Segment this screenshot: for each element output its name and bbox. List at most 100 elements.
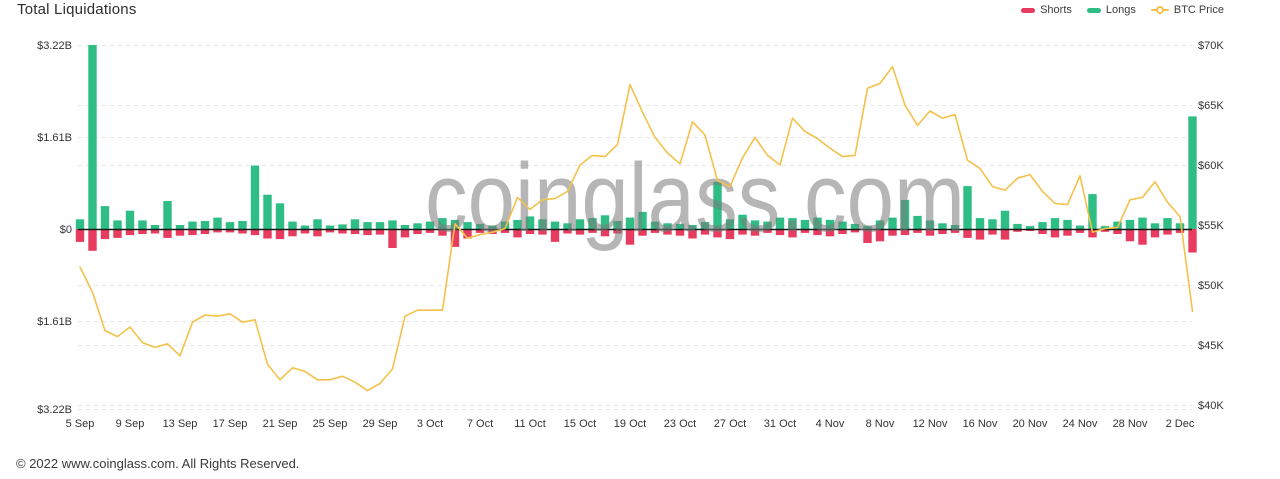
short-bar[interactable] [300, 229, 310, 234]
long-bar[interactable] [225, 222, 235, 229]
long-bar[interactable] [275, 203, 285, 229]
short-bar[interactable] [763, 229, 772, 233]
short-bar[interactable] [738, 229, 747, 235]
long-bar[interactable] [1063, 219, 1072, 229]
long-bar[interactable] [1038, 222, 1047, 229]
short-bar[interactable] [400, 229, 410, 238]
long-bar[interactable] [638, 211, 647, 229]
long-bar[interactable] [1025, 226, 1035, 229]
short-bar[interactable] [1125, 229, 1135, 242]
legend-item-btc-price[interactable]: BTC Price [1150, 4, 1224, 16]
long-bar[interactable] [163, 201, 172, 229]
short-bar[interactable] [313, 229, 322, 237]
short-bar[interactable] [225, 229, 235, 233]
short-bar[interactable] [150, 229, 160, 234]
long-bar[interactable] [675, 223, 685, 229]
short-bar[interactable] [288, 229, 297, 237]
short-bar[interactable] [925, 229, 935, 236]
short-bar[interactable] [113, 229, 122, 238]
short-bar[interactable] [588, 229, 597, 233]
legend-item-longs[interactable]: Longs [1086, 4, 1136, 16]
long-bar[interactable] [1175, 223, 1185, 229]
long-bar[interactable] [300, 225, 310, 229]
short-bar[interactable] [663, 229, 672, 235]
long-bar[interactable] [500, 221, 510, 229]
long-bar[interactable] [488, 225, 497, 229]
long-bar[interactable] [775, 217, 785, 229]
short-bar[interactable] [638, 229, 647, 236]
short-bar[interactable] [700, 229, 710, 235]
long-bar[interactable] [838, 221, 847, 229]
short-bar[interactable] [750, 229, 760, 236]
long-bar[interactable] [888, 217, 897, 229]
short-bar[interactable] [938, 229, 947, 234]
long-bar[interactable] [325, 225, 335, 229]
short-bar[interactable] [1150, 229, 1160, 238]
short-bar[interactable] [463, 229, 472, 239]
long-bar[interactable] [975, 218, 985, 229]
long-bar[interactable] [813, 217, 822, 229]
long-bar[interactable] [738, 214, 747, 229]
long-bar[interactable] [250, 165, 260, 229]
long-bar[interactable] [575, 219, 585, 229]
long-bar[interactable] [413, 223, 422, 229]
long-bar[interactable] [388, 220, 397, 229]
long-bar[interactable] [825, 219, 835, 229]
short-bar[interactable] [563, 229, 572, 234]
short-bar[interactable] [900, 229, 910, 236]
short-bar[interactable] [1050, 229, 1060, 238]
long-bar[interactable] [1000, 210, 1010, 229]
short-bar[interactable] [525, 229, 535, 234]
long-bar[interactable] [950, 225, 960, 229]
long-bar[interactable] [238, 221, 247, 229]
short-bar[interactable] [75, 229, 85, 242]
long-bar[interactable] [75, 219, 85, 229]
short-bar[interactable] [200, 229, 210, 234]
legend-item-shorts[interactable]: Shorts [1021, 4, 1072, 16]
short-bar[interactable] [1075, 229, 1085, 233]
short-bar[interactable] [1113, 229, 1122, 234]
short-bar[interactable] [825, 229, 835, 237]
short-bar[interactable] [688, 229, 697, 239]
long-bar[interactable] [125, 210, 135, 229]
long-bar[interactable] [938, 223, 947, 229]
long-bar[interactable] [150, 225, 160, 229]
long-bar[interactable] [550, 221, 560, 229]
long-bar[interactable] [725, 219, 735, 229]
short-bar[interactable] [988, 229, 997, 235]
long-bar[interactable] [688, 225, 697, 229]
long-bar[interactable] [563, 223, 572, 229]
short-bar[interactable] [88, 229, 97, 251]
chart-svg[interactable]: coinglass.com$3.22B$1.61B$0$1.61B$3.22B$… [0, 0, 1280, 445]
long-bar[interactable] [1138, 217, 1147, 229]
short-bar[interactable] [875, 229, 885, 242]
short-bar[interactable] [438, 229, 447, 236]
long-bar[interactable] [963, 186, 972, 229]
short-bar[interactable] [625, 229, 635, 245]
long-bar[interactable] [925, 220, 935, 229]
short-bar[interactable] [613, 229, 622, 234]
short-bar[interactable] [125, 229, 135, 236]
short-bar[interactable] [963, 229, 972, 238]
short-bar[interactable] [1188, 229, 1197, 253]
short-bar[interactable] [275, 229, 285, 240]
long-bar[interactable] [313, 219, 322, 229]
long-bar[interactable] [263, 194, 272, 229]
short-bar[interactable] [713, 229, 722, 238]
long-bar[interactable] [1100, 226, 1110, 229]
long-bar[interactable] [1088, 194, 1097, 229]
long-bar[interactable] [663, 223, 672, 229]
long-bar[interactable] [1013, 223, 1022, 229]
short-bar[interactable] [888, 229, 897, 236]
short-bar[interactable] [175, 229, 185, 236]
long-bar[interactable] [213, 217, 222, 229]
long-bar[interactable] [288, 221, 297, 229]
long-bar[interactable] [1113, 221, 1122, 229]
short-bar[interactable] [950, 229, 960, 233]
short-bar[interactable] [375, 229, 385, 235]
short-bar[interactable] [1163, 229, 1172, 235]
long-bar[interactable] [750, 220, 760, 229]
long-bar[interactable] [650, 221, 660, 229]
long-bar[interactable] [988, 219, 997, 229]
long-bar[interactable] [1163, 218, 1172, 229]
